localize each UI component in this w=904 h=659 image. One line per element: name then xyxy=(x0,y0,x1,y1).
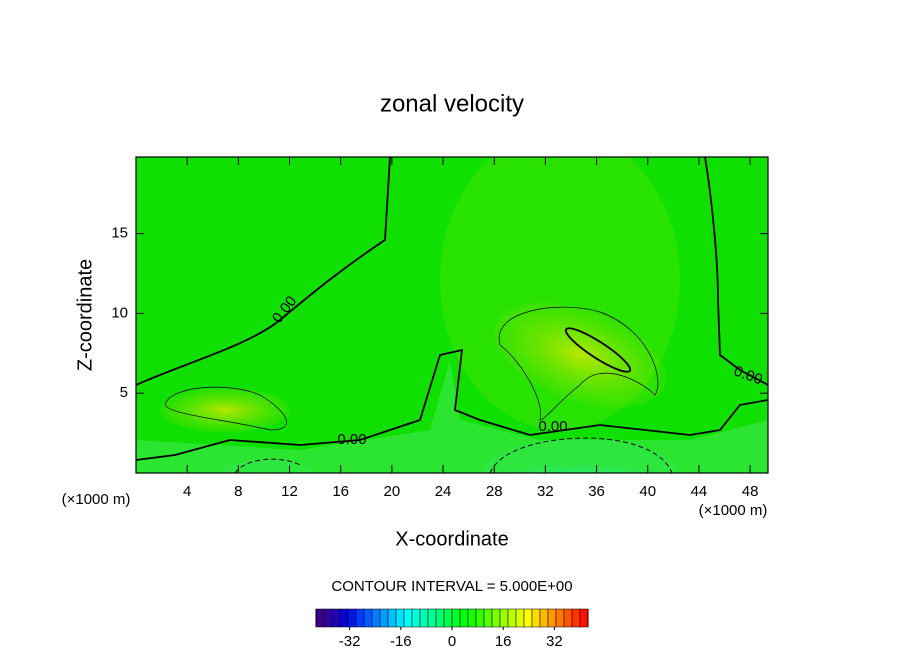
colorbar-cell xyxy=(379,608,389,628)
colorbar-cell xyxy=(467,608,477,628)
x-unit-left: (×1000 m) xyxy=(62,491,131,508)
colorbar-cell xyxy=(451,608,461,628)
x-tick-label: 44 xyxy=(691,483,708,500)
colorbar-cell xyxy=(539,608,549,628)
colorbar-cell xyxy=(579,608,589,628)
colorbar-cell xyxy=(315,608,325,628)
colorbar-tick-label: -32 xyxy=(339,633,361,650)
x-tick-label: 24 xyxy=(435,483,452,500)
contour-field xyxy=(136,157,768,473)
colorbar-cell xyxy=(555,608,565,628)
colorbar-cell xyxy=(571,608,581,628)
x-tick-label: 36 xyxy=(588,483,605,500)
x-unit-right: (×1000 m) xyxy=(699,502,768,519)
y-axis-label: Z-coordinate xyxy=(74,259,96,371)
colorbar-cell xyxy=(563,608,573,628)
x-tick-label: 48 xyxy=(742,483,759,500)
colorbar-cell xyxy=(459,608,469,628)
colorbar-cell xyxy=(507,608,517,628)
colorbar-cell xyxy=(491,608,501,628)
y-tick-label: 15 xyxy=(111,225,128,242)
colorbar-cell xyxy=(323,608,333,628)
chart-title: zonal velocity xyxy=(380,90,524,117)
y-tick-label: 10 xyxy=(111,304,128,321)
contour-label: 0.00 xyxy=(538,418,567,435)
colorbar-cell xyxy=(387,608,397,628)
contour-interval: CONTOUR INTERVAL = 5.000E+00 xyxy=(331,578,572,595)
colorbar-cell xyxy=(483,608,493,628)
colorbar-cell xyxy=(363,608,373,628)
x-axis-label: X-coordinate xyxy=(395,528,508,550)
colorbar-cell xyxy=(523,608,533,628)
colorbar-cell xyxy=(499,608,509,628)
x-tick-label: 16 xyxy=(332,483,349,500)
colorbar-cell xyxy=(347,608,357,628)
colorbar-tick-label: -16 xyxy=(390,633,412,650)
colorbar-cell xyxy=(443,608,453,628)
x-tick-label: 12 xyxy=(281,483,298,500)
colorbar-cell xyxy=(395,608,405,628)
y-tick-label: 5 xyxy=(120,384,128,401)
x-tick-label: 8 xyxy=(234,483,242,500)
colorbar-cell xyxy=(435,608,445,628)
x-tick-label: 40 xyxy=(639,483,656,500)
colorbar-cell xyxy=(547,608,557,628)
x-tick-label: 20 xyxy=(384,483,401,500)
colorbar-tick-label: 32 xyxy=(546,633,563,650)
x-tick-label: 28 xyxy=(486,483,503,500)
colorbar-tick-label: 16 xyxy=(495,633,512,650)
colorbar-cell xyxy=(339,608,349,628)
plot-frame xyxy=(135,156,769,474)
colorbar-cell xyxy=(515,608,525,628)
colorbar-cell xyxy=(475,608,485,628)
contour-label: 0.00 xyxy=(337,431,366,448)
x-tick-label: 32 xyxy=(537,483,554,500)
colorbar-cell xyxy=(355,608,365,628)
colorbar-cell xyxy=(403,608,413,628)
colorbar-cell xyxy=(371,608,381,628)
colorbar-cell xyxy=(427,608,437,628)
x-tick-label: 4 xyxy=(183,483,191,500)
colorbar-tick-label: 0 xyxy=(448,633,456,650)
colorbar-cell xyxy=(411,608,421,628)
colorbar-cell xyxy=(531,608,541,628)
colorbar-cell xyxy=(331,608,341,628)
colorbar-cell xyxy=(419,608,429,628)
